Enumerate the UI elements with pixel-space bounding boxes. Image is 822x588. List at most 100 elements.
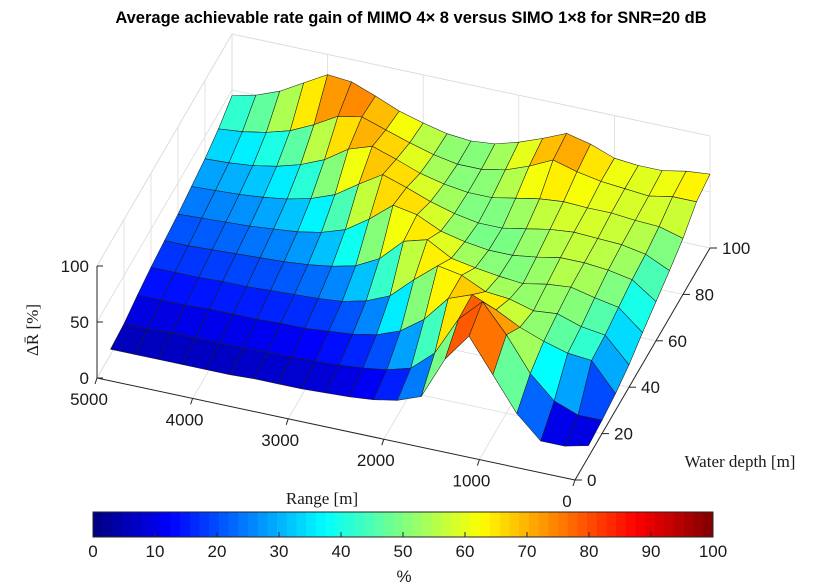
colorbar-segment	[170, 512, 181, 537]
colorbar-segment	[93, 512, 104, 537]
grid-line	[96, 33, 233, 267]
colorbar-segment	[577, 512, 588, 537]
colorbar-segment	[674, 512, 685, 537]
colorbar-tick-label: 90	[642, 542, 661, 561]
colorbar-segment	[228, 512, 239, 537]
colorbar-tick-label: 30	[270, 542, 289, 561]
colorbar-tick-label: 10	[146, 542, 165, 561]
colorbar-segment	[306, 512, 317, 537]
colorbar-segment	[277, 512, 288, 537]
y-tick-label: 60	[668, 332, 687, 351]
y-axis-line	[574, 247, 711, 481]
x-tick	[476, 459, 480, 466]
colorbar-segment	[131, 512, 142, 537]
colorbar-segment	[199, 512, 210, 537]
colorbar-segment	[248, 512, 259, 537]
colorbar-segment	[558, 512, 569, 537]
colorbar-segment	[432, 512, 443, 537]
z-tick-label: 0	[80, 369, 89, 388]
x-tick	[190, 398, 194, 405]
colorbar-segment	[151, 512, 162, 537]
colorbar-segment	[509, 512, 520, 537]
colorbar-tick-label: 50	[394, 542, 413, 561]
colorbar-segment	[480, 512, 491, 537]
colorbar: 0 10 20 30 40 50 60 70 80 90 100	[88, 511, 727, 561]
colorbar-segment	[645, 512, 656, 537]
colorbar-segment	[238, 512, 249, 537]
grid-line	[231, 33, 711, 137]
colorbar-tick-label: 60	[456, 542, 475, 561]
y-tick-label: 20	[614, 425, 633, 444]
y-tick-label: 80	[695, 285, 714, 304]
colorbar-tick-label: 100	[699, 542, 727, 561]
colorbar-segment	[160, 512, 171, 537]
colorbar-segment	[451, 512, 462, 537]
x-tick-label: 2000	[357, 451, 395, 470]
y-tick-label: 0	[587, 471, 596, 490]
x-tick-label: 4000	[166, 410, 204, 429]
colorbar-segment	[703, 512, 714, 537]
colorbar-segment	[606, 512, 617, 537]
colorbar-label: %	[396, 567, 411, 586]
colorbar-tick-label: 70	[518, 542, 537, 561]
colorbar-segment	[267, 512, 278, 537]
colorbar-segment	[548, 512, 559, 537]
colorbar-segment	[296, 512, 307, 537]
colorbar-segment	[538, 512, 549, 537]
colorbar-segment	[596, 512, 607, 537]
x-tick	[285, 418, 289, 425]
colorbar-segment	[325, 512, 336, 537]
colorbar-segment	[180, 512, 191, 537]
colorbar-segment	[422, 512, 433, 537]
colorbar-segment	[441, 512, 452, 537]
y-tick-label: 40	[641, 378, 660, 397]
colorbar-segment	[587, 512, 598, 537]
grid-line	[96, 89, 233, 323]
z-tick-label: 50	[70, 313, 89, 332]
colorbar-segment	[664, 512, 675, 537]
colorbar-segment	[286, 512, 297, 537]
x-tick-label: 3000	[261, 431, 299, 450]
colorbar-segment	[141, 512, 152, 537]
x-tick-label: 0	[562, 492, 571, 511]
x-tick	[572, 479, 576, 487]
surface-patch	[564, 414, 603, 447]
colorbar-segment	[393, 512, 404, 537]
x-tick	[94, 377, 98, 385]
colorbar-segment	[654, 512, 665, 537]
colorbar-segment	[218, 512, 230, 537]
colorbar-segment	[490, 512, 501, 537]
colorbar-segment	[693, 512, 704, 537]
y-axis-label: Water depth [m]	[685, 452, 796, 471]
colorbar-segment	[373, 512, 385, 537]
z-tick-label: 100	[61, 257, 89, 276]
colorbar-segment	[625, 512, 636, 537]
colorbar-segment	[403, 512, 414, 537]
colorbar-segment	[567, 512, 578, 537]
colorbar-segment	[189, 512, 200, 537]
colorbar-segment	[461, 512, 472, 537]
colorbar-segment	[470, 512, 481, 537]
colorbar-tick-label: 40	[332, 542, 351, 561]
colorbar-tick-label: 0	[88, 542, 97, 561]
x-axis-label: Range [m]	[286, 489, 358, 508]
colorbar-segment	[257, 512, 268, 537]
colorbar-segment	[364, 512, 375, 537]
colorbar-segment	[616, 512, 627, 537]
x-tick	[381, 439, 385, 446]
colorbar-segment	[335, 512, 346, 537]
x-axis-line	[96, 377, 576, 481]
surface-plot	[110, 74, 711, 447]
colorbar-segment	[499, 512, 510, 537]
colorbar-segment	[112, 512, 123, 537]
colorbar-segment	[344, 512, 355, 537]
z-axis-label: ΔR̄ [%]	[23, 304, 42, 356]
colorbar-segment	[519, 512, 530, 537]
y-tick-label: 100	[722, 239, 750, 258]
x-tick-label: 5000	[70, 390, 108, 409]
colorbar-segment	[102, 512, 113, 537]
colorbar-segment	[354, 512, 365, 537]
colorbar-segment	[209, 512, 220, 537]
